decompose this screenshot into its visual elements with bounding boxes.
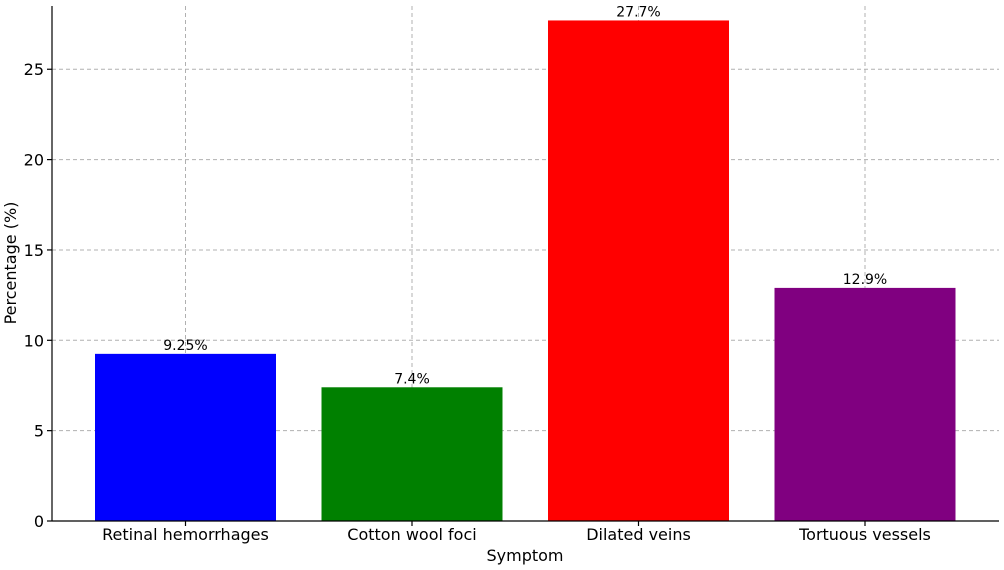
axes [51,6,999,522]
bar-cotton-wool-foci [321,387,503,521]
y-axis-label: Percentage (%) [1,202,20,325]
bar-value-label: 27.7% [616,4,660,20]
y-tick-label: 5 [34,422,44,441]
y-tick-label: 0 [34,512,44,531]
data-labels: 9.25% 7.4% 27.7% 12.9% [163,4,887,387]
x-tick-label: Cotton wool foci [347,525,476,544]
bar-tortuous-vessels [774,287,956,521]
x-tick-label: Tortuous vessels [798,525,931,544]
y-tick-label: 20 [24,151,44,170]
bar-value-label: 7.4% [394,371,430,387]
y-tick-label: 10 [24,331,44,350]
bar-value-label: 12.9% [843,272,887,288]
bar-value-label: 9.25% [163,338,207,354]
y-tick-label: 15 [24,241,44,260]
bar-dilated-veins [548,20,729,521]
y-tick-label: 25 [24,60,44,79]
x-tick-label: Retinal hemorrhages [102,525,269,544]
x-tick-label: Dilated veins [586,525,691,544]
x-axis-label: Symptom [486,546,563,565]
ticks: 0 5 10 15 20 25 Retinal hemorrhages Cotton wool… [24,60,931,544]
bars [95,20,956,521]
bar-retinal-hemorrhages [95,353,276,521]
